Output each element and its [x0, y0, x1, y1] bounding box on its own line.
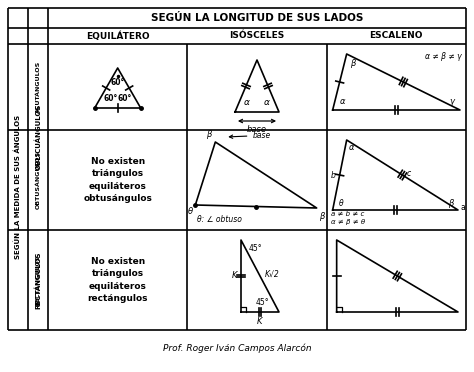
Text: α ≠ β ≠ γ: α ≠ β ≠ γ — [425, 52, 462, 61]
Text: α: α — [244, 98, 250, 107]
Text: a: a — [461, 203, 466, 212]
Text: 45°: 45° — [249, 244, 263, 253]
Text: ESCALENO: ESCALENO — [370, 32, 423, 41]
Text: ACUTÁNGULOS: ACUTÁNGULOS — [36, 61, 40, 113]
Text: α: α — [349, 143, 354, 152]
Text: SEGÚN LA MEDIDA DE SUS ÁNGULOS: SEGÚN LA MEDIDA DE SUS ÁNGULOS — [15, 115, 21, 259]
Text: ISÓSCELES: ISÓSCELES — [229, 32, 284, 41]
Text: Prof. Roger Iván Campos Alarcón: Prof. Roger Iván Campos Alarcón — [163, 343, 311, 353]
Text: β: β — [206, 130, 211, 139]
Text: K√2: K√2 — [265, 269, 280, 279]
Text: 60°: 60° — [104, 94, 118, 103]
Text: K: K — [257, 317, 263, 326]
Text: α: α — [264, 98, 270, 107]
Text: 45°: 45° — [255, 298, 269, 307]
Text: SEGÚN LA LONGITUD DE SUS LADOS: SEGÚN LA LONGITUD DE SUS LADOS — [151, 13, 363, 23]
Text: 60°: 60° — [118, 94, 132, 103]
Text: K: K — [231, 272, 237, 280]
Text: RECTÁNGULOS: RECTÁNGULOS — [36, 254, 40, 306]
Text: b: b — [331, 170, 336, 180]
Text: β: β — [319, 212, 324, 221]
Text: θ: θ — [338, 199, 343, 208]
Text: α: α — [340, 97, 345, 106]
Text: β: β — [447, 199, 453, 208]
Text: No existen
triángulos
equiláteros
rectángulos: No existen triángulos equiláteros rectán… — [87, 257, 148, 303]
Text: base: base — [229, 131, 271, 140]
Text: EQUILÁTERO: EQUILÁTERO — [86, 31, 149, 41]
Text: OBTUSÁNGULOS: OBTUSÁNGULOS — [36, 151, 40, 209]
Text: OBLICUÁNGULOS: OBLICUÁNGULOS — [35, 104, 41, 170]
Text: 60°: 60° — [110, 78, 125, 87]
Text: θ: θ — [188, 207, 193, 216]
Text: β: β — [350, 59, 355, 68]
Text: RECTÁNGULOS: RECTÁNGULOS — [35, 251, 41, 309]
Text: base: base — [247, 125, 267, 134]
Text: c: c — [406, 169, 410, 177]
Text: a ≠ b ≠ c
α ≠ β ≠ θ: a ≠ b ≠ c α ≠ β ≠ θ — [331, 211, 365, 225]
Text: No existen
triángulos
equiláteros
obtusángulos: No existen triángulos equiláteros obtusá… — [83, 157, 152, 203]
Text: γ: γ — [449, 97, 454, 106]
Text: θ: ∠ obtuso: θ: ∠ obtuso — [197, 215, 242, 224]
